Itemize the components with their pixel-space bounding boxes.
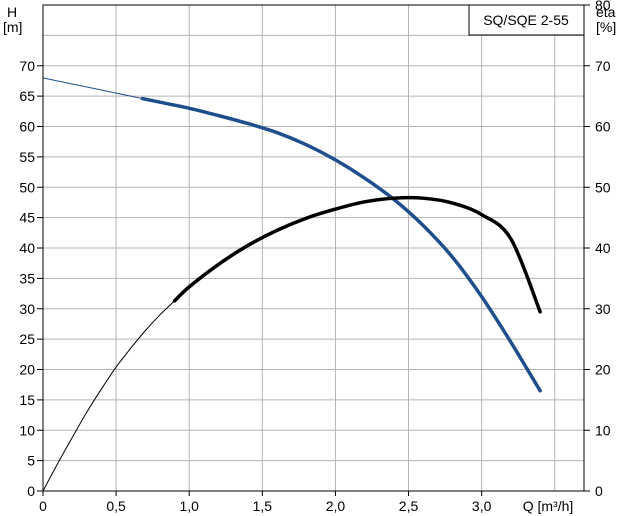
left-axis-tick-label: 45 [19,210,35,226]
right-axis-tick-label: 70 [595,58,611,74]
right-axis-tick-label: 0 [595,483,603,499]
left-axis-ticks: 0 5 10 15 20 25 30 35 40 45 50 55 60 65 70 [19,58,43,499]
efficiency-curve-thin [42,300,175,492]
left-axis-label-line2: [m] [3,19,22,35]
left-axis-tick-label: 5 [27,453,35,469]
head-curve-thin [42,77,143,100]
x-axis-tick-label: 0,5 [106,498,126,514]
right-axis-ticks: 0 10 20 30 40 50 60 70 80 [584,0,611,499]
left-axis-tick-label: 25 [19,331,35,347]
chart-curves [42,77,542,492]
left-axis-tick-label: 15 [19,392,35,408]
right-axis-tick-label: 30 [595,301,611,317]
left-axis-tick-label: 55 [19,149,35,165]
x-axis-tick-label: 2,5 [399,498,419,514]
left-axis-tick-label: 40 [19,240,35,256]
right-axis-tick-label: 10 [595,422,611,438]
x-axis-tick-label: 3,0 [472,498,492,514]
x-axis-ticks: 0 0,5 1,0 1,5 2,0 2,5 3,0 [39,491,492,514]
x-axis-tick-label: 0 [39,498,47,514]
right-axis-tick-label: 60 [595,119,611,135]
right-axis-tick-label: 20 [595,362,611,378]
left-axis-tick-label: 65 [19,88,35,104]
left-axis-tick-label: 0 [27,483,35,499]
x-axis-tick-label: 1,0 [179,498,199,514]
right-axis-tick-label: 80 [595,0,611,13]
title-box: SQ/SQE 2-55 [468,4,585,36]
right-axis-label-line1: eta [596,4,616,20]
left-axis-tick-label: 50 [19,179,35,195]
right-axis-tick-label: 40 [595,240,611,256]
head-curve [140,96,542,393]
chart-grid [43,5,584,491]
chart-title: SQ/SQE 2-55 [483,12,569,28]
x-axis-tick-label: 2,0 [326,498,346,514]
left-axis-tick-label: 20 [19,362,35,378]
left-axis-tick-label: 10 [19,422,35,438]
left-axis-tick-label: 35 [19,270,35,286]
left-axis-label-line1: H [7,4,17,20]
x-axis-tick-label: 1,5 [253,498,273,514]
left-axis-tick-label: 60 [19,119,35,135]
right-axis-label-line2: [%] [596,19,616,35]
efficiency-curve [172,195,542,314]
right-axis-tick-label: 50 [595,179,611,195]
x-axis-label: Q [m³/h] [523,498,574,514]
left-axis-tick-label: 30 [19,301,35,317]
left-axis-tick-label: 70 [19,58,35,74]
